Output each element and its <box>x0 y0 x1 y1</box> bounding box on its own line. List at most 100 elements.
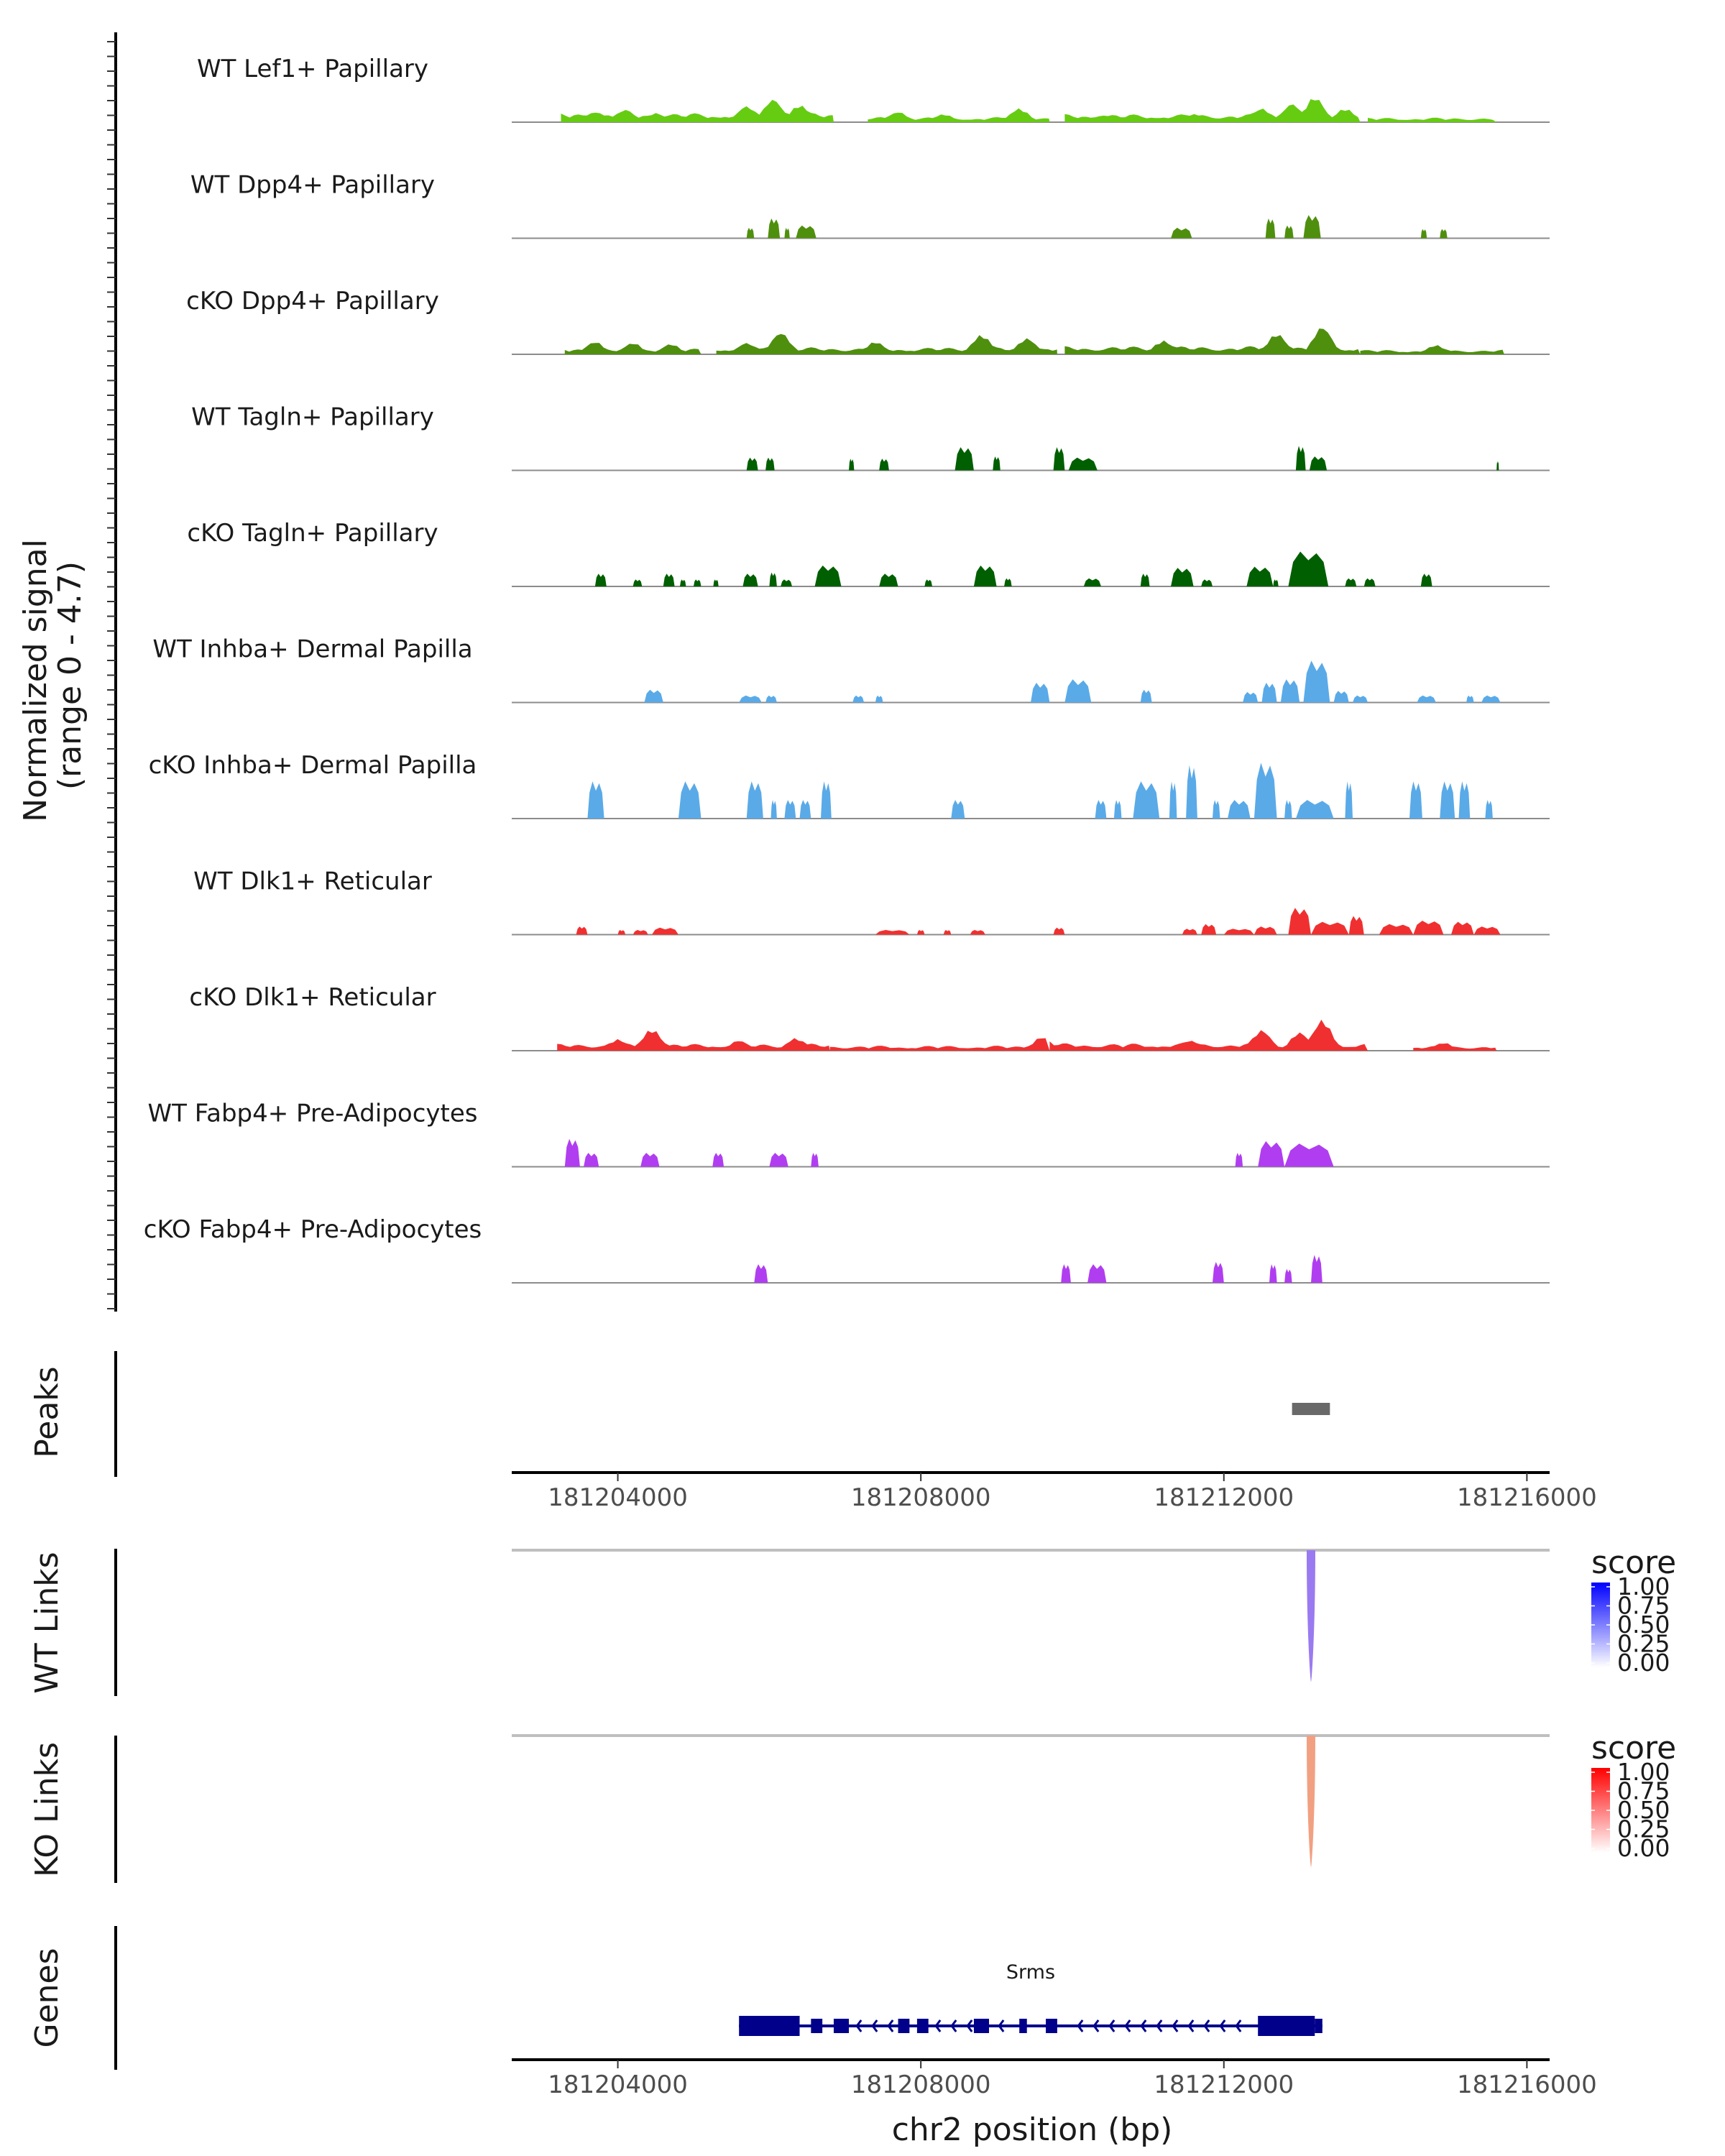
gene-strand-arrow <box>1219 2019 1226 2032</box>
coverage-signal-block <box>644 689 663 703</box>
coverage-track: cKO Tagln+ Papillary <box>187 519 1550 587</box>
coverage-y-axis-title-line2: (range 0 - 4.7) <box>52 561 88 790</box>
coverage-signal-block <box>1223 929 1254 935</box>
coverage-signal-area <box>868 108 1050 122</box>
coverage-signal-block <box>1417 695 1436 703</box>
gene-exon <box>973 2019 990 2033</box>
coverage-signal-block <box>879 573 898 586</box>
peaks-x-axis-tick-label: 181204000 <box>548 1483 688 1512</box>
coverage-tracks: WT Lef1+ Papillary WT Dpp4+ Papillary cKO … <box>144 55 1550 1284</box>
coverage-signal-block <box>678 781 702 819</box>
coverage-signal-block <box>1031 683 1050 703</box>
gene-strand-arrow <box>1187 2019 1195 2032</box>
coverage-signal-block <box>1064 679 1092 703</box>
coverage-signal-block <box>1458 781 1471 819</box>
coverage-signal-block <box>1420 573 1432 586</box>
wt-links-arcs <box>512 1549 1550 1682</box>
gene-strand-arrow <box>1077 2019 1084 2032</box>
coverage-signal-block <box>1140 689 1152 703</box>
coverage-signal-block <box>742 573 758 586</box>
coverage-signal-block <box>1440 781 1455 819</box>
gene-exon <box>1046 2019 1057 2033</box>
coverage-signal-block <box>924 579 932 586</box>
coverage-signal-block <box>781 579 792 586</box>
coverage-signal-block <box>1295 800 1334 819</box>
gene-strand-arrow <box>1092 2019 1100 2032</box>
coverage-signal-block <box>951 800 965 819</box>
peaks-x-axis: 181204000 181208000 181212000 181216000 <box>512 1471 1597 1512</box>
coverage-signal-block <box>765 457 775 471</box>
coverage-signal-block <box>1295 446 1306 471</box>
coverage-signal-block <box>1087 1264 1107 1283</box>
coverage-signal-block <box>1496 461 1499 471</box>
x-axis-title: chr2 position (bp) <box>892 2111 1173 2148</box>
coverage-signal-block <box>765 695 777 703</box>
legend-tick-label: 0.75 <box>1617 1592 1670 1620</box>
coverage-signal-block <box>916 930 925 935</box>
coverage-signal-block <box>1273 579 1279 586</box>
coverage-signal-block <box>784 800 796 819</box>
coverage-track-label: WT Lef1+ Papillary <box>197 55 428 83</box>
peak-region <box>1292 1403 1330 1415</box>
coverage-signal-area <box>561 99 834 122</box>
coverage-signal-area <box>1368 117 1497 122</box>
gene-exon <box>898 2019 910 2033</box>
gene-strand-arrow <box>871 2019 878 2032</box>
peaks-x-axis-tick-label: 181212000 <box>1154 1483 1294 1512</box>
coverage-signal-block <box>1083 578 1101 586</box>
gene-exon <box>1315 2019 1322 2033</box>
coverage-signal-block <box>1004 578 1012 586</box>
coverage-signal-block <box>1171 568 1194 586</box>
coverage-signal-block <box>617 930 626 935</box>
gene-exon <box>811 2019 823 2033</box>
ko-links-arcs <box>512 1734 1550 1867</box>
coverage-signal-block <box>663 573 675 586</box>
coverage-signal-block <box>1254 926 1277 935</box>
gene-strand-arrow <box>1124 2019 1131 2032</box>
legend-tick-label: 0.00 <box>1617 1649 1670 1677</box>
coverage-signal-block <box>769 1153 788 1167</box>
coverage-signal-block <box>1171 227 1192 239</box>
genes-y-axis-title: Genes <box>29 1948 65 2047</box>
coverage-signal-block <box>1284 1143 1334 1167</box>
coverage-signal-block <box>1440 229 1448 239</box>
coverage-signal-area <box>1064 328 1361 354</box>
coverage-y-axis-title-line1: Normalized signal <box>17 539 54 822</box>
gene-strand-arrow <box>1172 2019 1179 2032</box>
coverage-signal-block <box>973 565 997 586</box>
coverage-signal-block <box>1169 781 1177 819</box>
coverage-signal-block <box>770 800 777 819</box>
coverage-signal-block <box>1284 800 1292 819</box>
coverage-y-axis-title: Normalized signal (range 0 - 4.7) <box>17 529 88 822</box>
coverage-signal-block <box>811 1153 819 1167</box>
gene-strand-arrow <box>887 2019 894 2032</box>
coverage-signal-block <box>1348 916 1364 935</box>
coverage-signal-block <box>1261 683 1277 703</box>
coverage-signal-block <box>632 579 643 586</box>
coverage-signal-block <box>799 800 811 819</box>
gene-strand-arrow <box>1108 2019 1116 2032</box>
coverage-signal-block <box>993 456 1000 471</box>
coverage-signal-block <box>652 927 678 935</box>
coverage-signal-block <box>1201 923 1217 935</box>
coverage-signal-block <box>576 926 588 935</box>
coverage-signal-block <box>1288 908 1311 935</box>
coverage-signal-block <box>943 930 952 935</box>
coverage-signal-block <box>1053 447 1065 471</box>
wt-links-y-axis-title: WT Links <box>29 1552 65 1693</box>
coverage-signal-block <box>1284 1268 1292 1283</box>
ko-links-y-axis-title: KO Links <box>29 1742 65 1877</box>
legend-tick-label: 0.75 <box>1617 1777 1670 1805</box>
coverage-signal-block <box>1269 1264 1277 1283</box>
coverage-signal-block <box>1345 781 1353 819</box>
coverage-signal-block <box>1353 695 1368 703</box>
coverage-signal-area <box>1360 345 1504 354</box>
genes-panel: Genes Srms 181204000 181208000 181212000 18… <box>29 1926 1597 2148</box>
coverage-signal-block <box>1333 691 1349 703</box>
legend-tick-label: 0.50 <box>1617 1796 1670 1824</box>
legend-tick-label: 0.25 <box>1617 1630 1670 1658</box>
coverage-track: WT Lef1+ Papillary <box>197 55 1550 123</box>
coverage-signal-block <box>584 1153 599 1167</box>
